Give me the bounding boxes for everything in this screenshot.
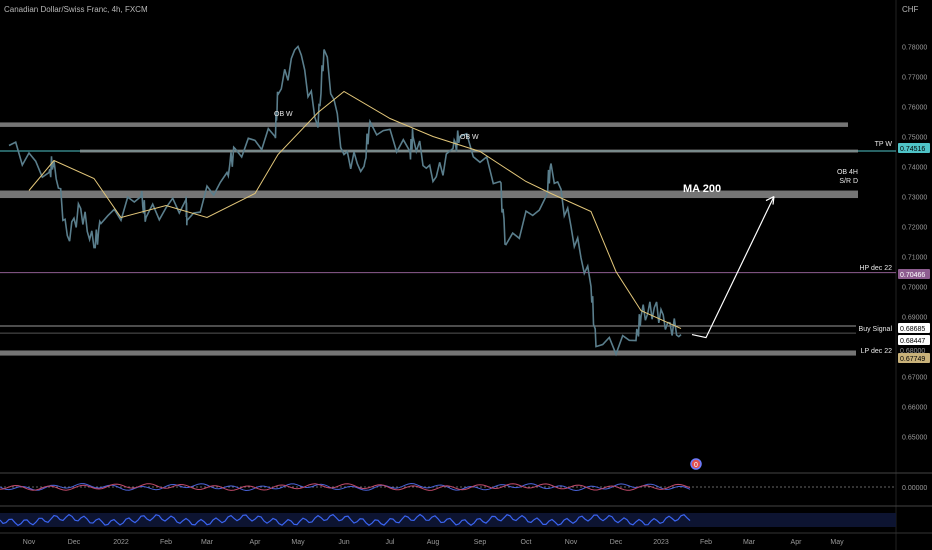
y-tick-label: 0.76000: [902, 105, 927, 112]
replay-badge-count: 0: [694, 462, 698, 469]
x-tick-label: 2022: [113, 539, 129, 546]
price-label-box: [898, 143, 930, 153]
price-label-box: [898, 269, 930, 279]
x-tick-label: Apr: [250, 539, 262, 546]
x-tick-label: Mar: [201, 539, 214, 546]
projection-arrow-head: [765, 196, 775, 205]
y-tick-label: 0.78000: [902, 45, 927, 52]
x-tick-label: May: [291, 539, 305, 546]
price-label-box: [898, 323, 930, 333]
y-tick-label: 0.70000: [902, 285, 927, 292]
lp-dec-22-label: LP dec 22: [861, 348, 893, 355]
indicator-1-line-b: [0, 483, 691, 491]
price-label-current: 0.68447: [900, 338, 925, 345]
y-tick-label: 0.69000: [902, 315, 927, 322]
ob-w-zone: [0, 122, 848, 127]
price-label-box: [898, 353, 930, 363]
hp-dec-22-label: HP dec 22: [859, 265, 892, 272]
symbol-title: Canadian Dollar/Swiss Franc, 4h, FXCM: [4, 5, 148, 14]
tp-zone: [80, 149, 858, 153]
x-tick-label: Nov: [23, 539, 36, 546]
x-tick-label: Dec: [610, 539, 623, 546]
price-label-hp: 0.70466: [900, 272, 925, 279]
price-label-tp: 0.74516: [900, 146, 925, 153]
currency-label: CHF: [902, 5, 919, 14]
ob-w-label-2: OB W: [460, 134, 479, 141]
indicator-2-line: [0, 513, 691, 527]
y-tick-label: 0.71000: [902, 255, 927, 262]
x-tick-label: Jun: [338, 539, 349, 546]
x-tick-label: Dec: [68, 539, 81, 546]
price-label-box: [898, 335, 930, 345]
x-tick-label: Mar: [743, 539, 756, 546]
x-tick-label: Aug: [427, 539, 440, 546]
buy-signal-label: Buy Signal: [859, 326, 893, 333]
y-tick-label: 0.66000: [902, 405, 927, 412]
y-tick-label: 0.77000: [902, 75, 927, 82]
x-tick-label: Apr: [791, 539, 803, 546]
y-tick-label: 0.67000: [902, 375, 927, 382]
y-tick-label: 0.72000: [902, 225, 927, 232]
x-tick-label: Sep: [474, 539, 487, 546]
indicator-1-value: 0.00000: [902, 485, 927, 492]
price-label-buy: 0.68685: [900, 326, 925, 333]
price-label-plain: 0.68000: [900, 348, 925, 355]
x-tick-label: 2023: [653, 539, 669, 546]
ma-200-line: [28, 90, 682, 330]
x-tick-label: May: [830, 539, 844, 546]
ob-4h-zone: [0, 190, 858, 199]
y-tick-label: 0.74000: [902, 165, 927, 172]
price-label-lp: 0.67749: [900, 356, 925, 363]
indicator-1-line-a: [0, 482, 691, 492]
lp-zone: [0, 350, 856, 356]
x-tick-label: Feb: [160, 539, 172, 546]
ob-w-label: OB W: [274, 111, 293, 118]
price-series-line: [8, 45, 682, 357]
tp-w-label: TP W: [875, 141, 893, 148]
y-tick-label: 0.65000: [902, 435, 927, 442]
x-tick-label: Jul: [386, 539, 395, 546]
ma-200-label: MA 200: [683, 183, 721, 195]
x-tick-label: Oct: [521, 539, 532, 546]
ob-4h-label: OB 4H: [837, 169, 858, 176]
replay-badge[interactable]: [690, 458, 702, 470]
price-label-box: [898, 345, 930, 355]
x-tick-label: Nov: [565, 539, 578, 546]
indicator-2-band: [0, 513, 896, 527]
sr-d-label: S/R D: [839, 178, 858, 185]
projection-arrow-line: [691, 196, 775, 339]
y-tick-label: 0.75000: [902, 135, 927, 142]
y-tick-label: 0.73000: [902, 195, 927, 202]
x-tick-label: Feb: [700, 539, 712, 546]
